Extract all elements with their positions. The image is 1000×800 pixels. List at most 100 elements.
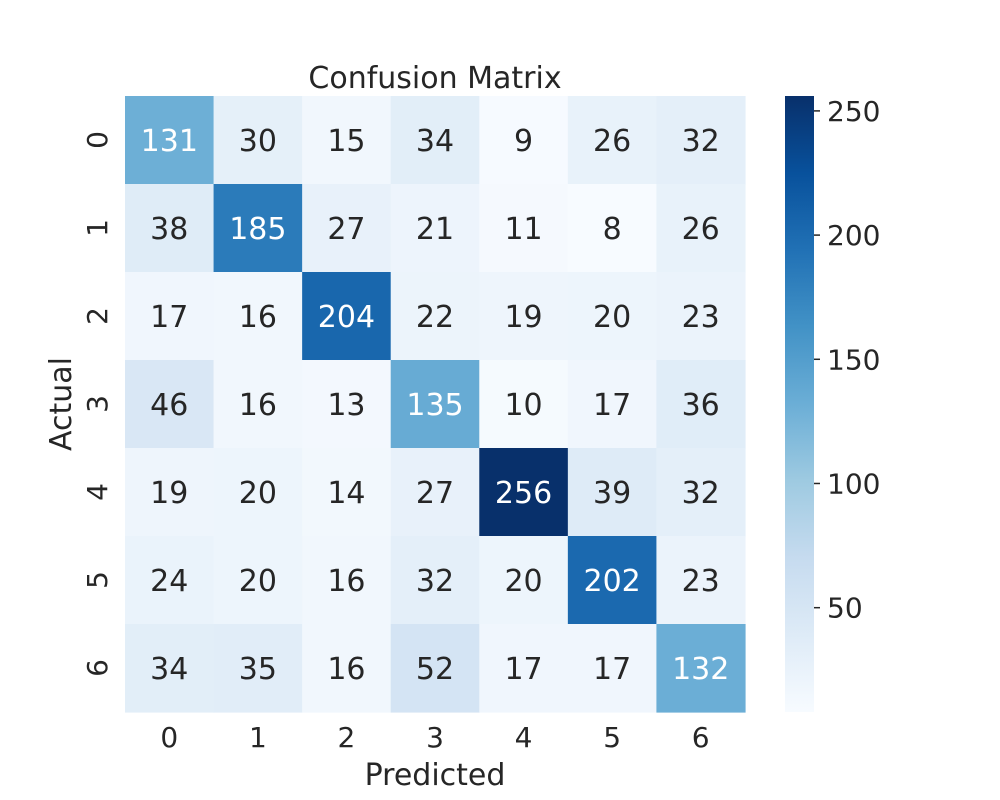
y-tick-label-4: 4 — [81, 483, 114, 501]
cell-label-3-0: 46 — [150, 388, 188, 423]
cell-label-0-4: 9 — [514, 124, 533, 159]
y-tick-label-6: 6 — [81, 659, 114, 677]
cell-label-2-4: 19 — [504, 300, 542, 335]
y-axis-ticks: 0 1 2 3 4 5 6 — [81, 131, 114, 677]
cell-label-4-6: 32 — [682, 476, 720, 511]
heatmap-cell-4-6 — [656, 448, 746, 537]
cell-label-5-6: 23 — [682, 564, 720, 599]
cell-label-4-2: 14 — [327, 476, 365, 511]
heatmap-cell-0-2 — [302, 96, 392, 185]
cell-label-1-1: 185 — [229, 212, 286, 247]
heatmap-cell-4-3 — [390, 448, 480, 537]
heatmap-cell-4-4 — [479, 448, 569, 537]
heatmap-cell-2-5 — [567, 272, 658, 361]
heatmap-cell-6-1 — [213, 624, 303, 713]
colorbar-tick-label-4: 250 — [827, 95, 880, 128]
cell-label-4-5: 39 — [593, 476, 631, 511]
cell-label-3-6: 36 — [682, 388, 720, 423]
x-tick-label-4: 4 — [515, 721, 533, 754]
heatmap-cell-2-1 — [213, 272, 303, 361]
colorbar-tick-label-0: 50 — [827, 592, 863, 625]
heatmap-cell-6-4 — [479, 624, 569, 713]
y-tick-label-1: 1 — [81, 219, 114, 237]
cell-label-5-1: 20 — [239, 564, 277, 599]
heatmap-cell-3-5 — [567, 360, 658, 449]
x-axis-label: Predicted — [365, 758, 506, 793]
chart-title: Confusion Matrix — [308, 61, 561, 96]
heatmap-cell-0-1 — [213, 96, 303, 185]
cell-label-3-2: 13 — [327, 388, 365, 423]
heatmap-cell-1-6 — [656, 184, 746, 273]
heatmap-cell-3-2 — [302, 360, 392, 449]
heatmap-cell-1-4 — [479, 184, 569, 273]
heatmap-cell-4-2 — [302, 448, 392, 537]
cell-label-1-3: 21 — [416, 212, 454, 247]
colorbar-ticks: 50 100 150 200 250 — [814, 95, 880, 625]
x-tick-label-6: 6 — [692, 721, 710, 754]
heatmap-cell-2-6 — [656, 272, 746, 361]
heatmap-cell-6-2 — [302, 624, 392, 713]
heatmap-cell-6-0 — [125, 624, 215, 713]
x-tick-label-3: 3 — [426, 721, 444, 754]
cell-label-5-3: 32 — [416, 564, 454, 599]
cell-label-0-6: 32 — [682, 124, 720, 159]
heatmap-cell-2-4 — [479, 272, 569, 361]
y-tick-label-5: 5 — [81, 571, 114, 589]
y-axis-label: Actual — [44, 357, 79, 451]
heatmap-cell-3-1 — [213, 360, 303, 449]
cell-label-3-5: 17 — [593, 388, 631, 423]
heatmap-cell-4-0 — [125, 448, 215, 537]
heatmap-cell-5-3 — [390, 536, 480, 625]
cell-label-1-5: 8 — [603, 212, 622, 247]
cell-label-1-2: 27 — [327, 212, 365, 247]
cell-label-2-5: 20 — [593, 300, 631, 335]
heatmap-cell-3-0 — [125, 360, 215, 449]
cell-label-2-3: 22 — [416, 300, 454, 335]
heatmap-cell-3-3 — [390, 360, 480, 449]
heatmap-cell-2-0 — [125, 272, 215, 361]
x-tick-label-1: 1 — [249, 721, 267, 754]
cell-label-4-4: 256 — [495, 476, 552, 511]
heatmap-cell-5-0 — [125, 536, 215, 625]
cell-label-0-0: 131 — [141, 124, 198, 159]
cell-label-2-0: 17 — [150, 300, 188, 335]
cell-label-5-0: 24 — [150, 564, 188, 599]
heatmap-cell-0-0 — [125, 96, 215, 185]
heatmap-cell-3-6 — [656, 360, 746, 449]
heatmap-cell-5-1 — [213, 536, 303, 625]
cell-label-5-2: 16 — [327, 564, 365, 599]
heatmap-cell-0-3 — [390, 96, 480, 185]
heatmap-cell-4-1 — [213, 448, 303, 537]
x-tick-label-0: 0 — [160, 721, 178, 754]
cell-label-6-1: 35 — [239, 652, 277, 687]
heatmap-cell-1-0 — [125, 184, 215, 273]
heatmap-cell-5-2 — [302, 536, 392, 625]
heatmap-cell-5-4 — [479, 536, 569, 625]
x-tick-label-2: 2 — [338, 721, 356, 754]
cell-label-6-2: 16 — [327, 652, 365, 687]
cell-label-2-2: 204 — [318, 300, 375, 335]
cell-label-4-0: 19 — [150, 476, 188, 511]
colorbar-tick-label-3: 200 — [827, 219, 880, 252]
cell-label-3-4: 10 — [504, 388, 542, 423]
y-tick-label-0: 0 — [81, 131, 114, 149]
cell-label-5-5: 202 — [583, 564, 640, 599]
cell-label-1-0: 38 — [150, 212, 188, 247]
cell-label-3-1: 16 — [239, 388, 277, 423]
heatmap-cell-4-5 — [567, 448, 658, 537]
heatmap-cells: 131 30 15 34 9 26 32 38 185 27 21 11 8 26 17 16 204 22 19 2… — [125, 96, 746, 713]
x-axis-ticks: 0 1 2 3 4 5 6 — [160, 721, 709, 754]
heatmap-cell-6-5 — [567, 624, 658, 713]
colorbar — [785, 96, 814, 712]
cell-label-0-3: 34 — [416, 124, 454, 159]
heatmap-cell-6-3 — [390, 624, 480, 713]
heatmap-cell-1-1 — [213, 184, 303, 273]
cell-label-2-1: 16 — [239, 300, 277, 335]
cell-label-6-6: 132 — [672, 652, 729, 687]
cell-label-6-3: 52 — [416, 652, 454, 687]
x-tick-label-5: 5 — [603, 721, 621, 754]
cell-label-0-1: 30 — [239, 124, 277, 159]
heatmap-cell-5-6 — [656, 536, 746, 625]
cell-label-0-2: 15 — [327, 124, 365, 159]
